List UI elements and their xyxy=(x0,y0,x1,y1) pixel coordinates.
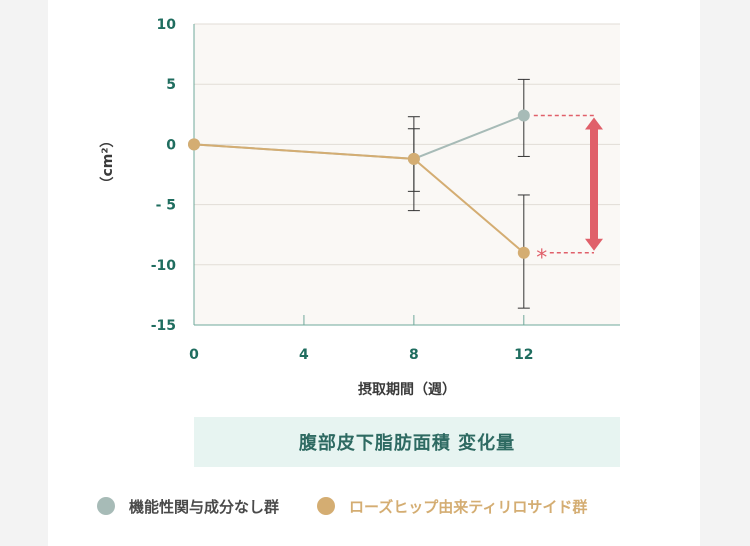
data-point xyxy=(517,246,530,259)
chart-legend: 機能性関与成分なし群 ローズヒップ由来ティリロサイド群 xyxy=(97,493,625,519)
y-tick-label: -15 xyxy=(151,318,176,334)
significance-asterisk: * xyxy=(536,246,547,271)
legend-item: 機能性関与成分なし群 xyxy=(97,496,279,517)
data-point xyxy=(407,152,420,165)
x-tick-label: 0 xyxy=(189,347,199,363)
y-tick-label: - 5 xyxy=(156,198,176,214)
y-tick-label: 10 xyxy=(157,17,177,33)
y-tick-label: -10 xyxy=(151,258,177,274)
plot-area xyxy=(194,24,620,325)
significance-arrow-head-down xyxy=(585,238,603,251)
y-tick-label: 5 xyxy=(166,77,176,93)
x-tick-label: 8 xyxy=(409,347,419,363)
legend-swatch xyxy=(317,497,336,515)
data-point xyxy=(188,138,200,151)
legend-label: ローズヒップ由来ティリロサイド群 xyxy=(349,497,588,516)
significance-arrow-shaft xyxy=(590,127,598,241)
legend-item: ローズヒップ由来ティリロサイド群 xyxy=(317,496,587,517)
data-point xyxy=(517,109,530,122)
chart-title: 腹部皮下脂肪面積 変化量 xyxy=(194,417,620,467)
legend-label: 機能性関与成分なし群 xyxy=(129,497,280,516)
x-tick-label: 4 xyxy=(299,347,309,363)
y-axis-title: （cm²） xyxy=(100,133,116,190)
y-tick-label: 0 xyxy=(166,137,176,153)
x-tick-label: 12 xyxy=(514,347,533,363)
significance-arrow-head-up xyxy=(585,117,603,130)
legend-swatch xyxy=(97,497,115,515)
x-axis-title: 摂取期間（週） xyxy=(358,381,456,398)
